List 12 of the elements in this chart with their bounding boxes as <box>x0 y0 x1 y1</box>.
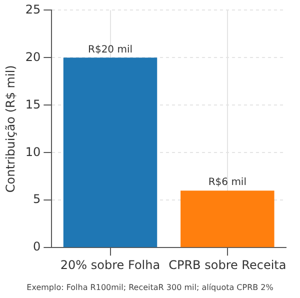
y-tick-label: 5 <box>33 192 41 206</box>
x-tick-label: CPRB sobre Receita <box>168 258 286 272</box>
text: Exemplo: Folha R100mil; ReceitaR 300 mil; alíquota CPRB 2% <box>26 283 274 292</box>
y-tick-label: 20 <box>25 50 41 64</box>
y-tick-label: 25 <box>25 2 41 16</box>
y-tick-label: 0 <box>33 240 41 254</box>
data-label: R$6 mil <box>208 177 246 188</box>
y-tick-label: 10 <box>25 144 41 159</box>
y-axis-title: Contribuição (R$ mil) <box>3 65 18 193</box>
x-tick-label: 20% sobre Folha <box>60 258 160 272</box>
y-tick-label: 15 <box>25 97 41 112</box>
data-label: R$20 mil <box>88 44 133 56</box>
